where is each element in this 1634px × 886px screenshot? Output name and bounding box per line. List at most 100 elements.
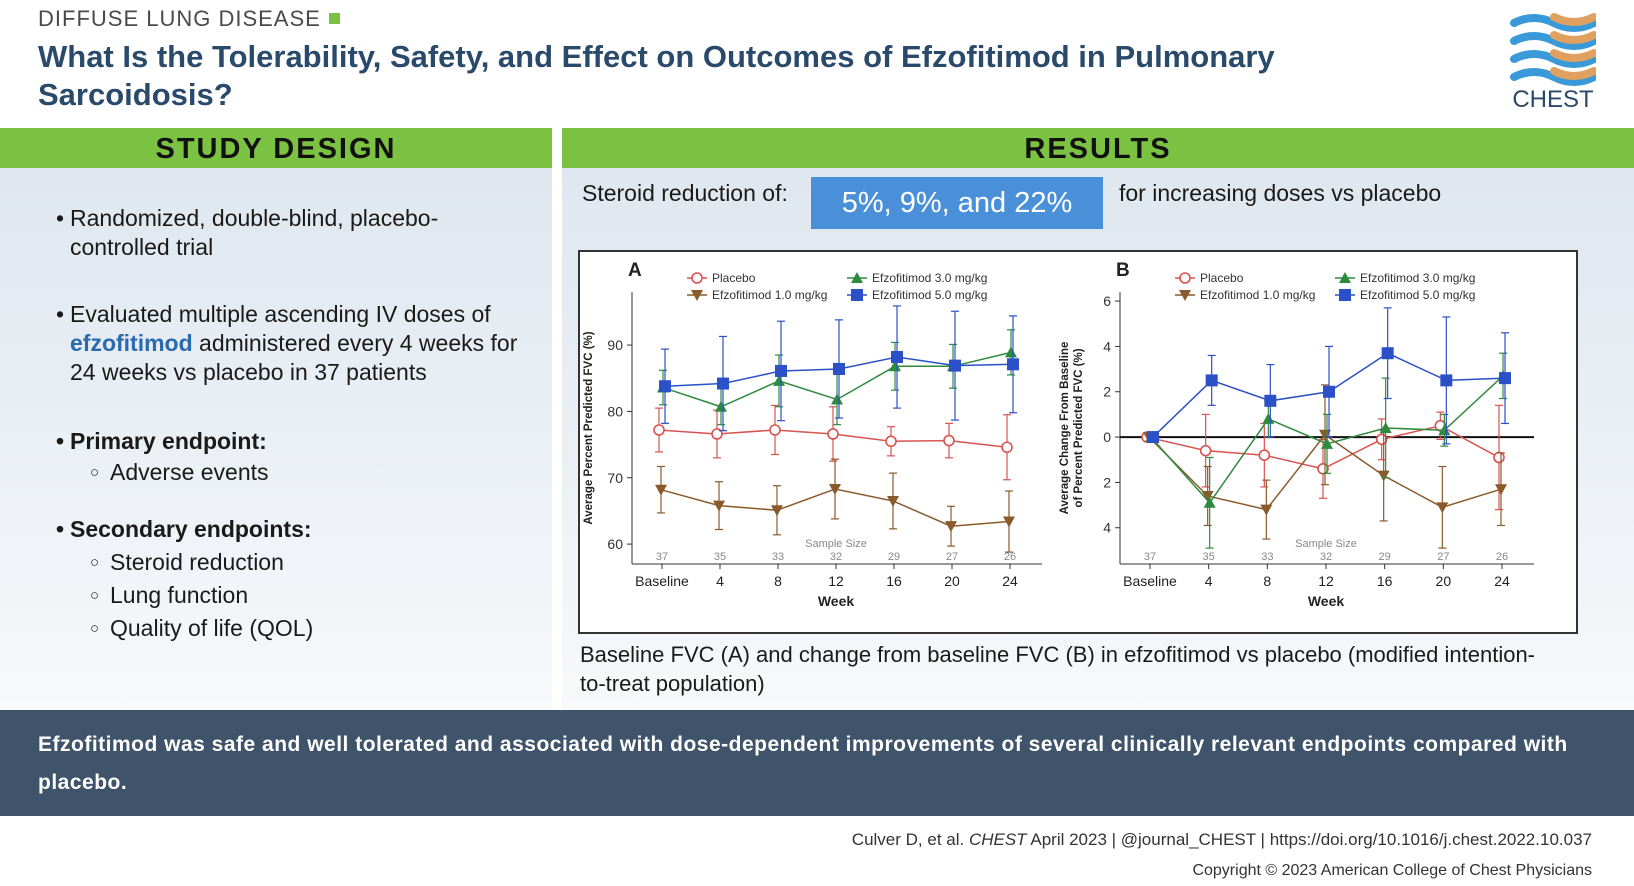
study-design-panel: STUDY DESIGN Randomized, double-blind, p… (0, 128, 552, 710)
sample-size-value: 37 (656, 551, 668, 563)
legend-marker (851, 272, 863, 283)
y-tick-label: 0 (1103, 429, 1111, 445)
y-tick-label: 90 (607, 337, 623, 353)
legend-entry: Efzofitimod 1.0 mg/kg (712, 288, 827, 302)
study-design-heading: STUDY DESIGN (0, 128, 552, 168)
primary-endpoint-label: Primary endpoint: (52, 427, 532, 456)
data-point (831, 393, 843, 405)
sample-size-value: 26 (1496, 551, 1508, 563)
x-tick-label: 12 (1318, 573, 1334, 589)
legend-marker (691, 272, 703, 284)
logo-text: CHEST (1512, 86, 1594, 113)
data-point (945, 521, 957, 533)
data-point (827, 428, 839, 440)
study-design-bullets: Randomized, double-blind, placebo-contro… (52, 204, 532, 645)
data-point (885, 435, 897, 448)
data-point (655, 484, 667, 496)
panel-label: B (1116, 260, 1130, 281)
data-point (1379, 422, 1392, 433)
data-point (1258, 449, 1271, 461)
x-tick-label: 16 (1377, 573, 1393, 589)
data-point (1381, 347, 1394, 360)
data-point (715, 400, 727, 412)
data-point (1001, 441, 1013, 454)
sample-size-label: Sample Size (805, 538, 867, 550)
steroid-reduction-label: Steroid reduction of: (582, 180, 788, 206)
x-tick-label: 24 (1494, 573, 1510, 589)
data-point (949, 359, 961, 372)
legend-marker (1339, 272, 1351, 283)
x-tick-label: 4 (1205, 573, 1213, 589)
data-point (1495, 484, 1507, 496)
x-tick-label: 20 (1436, 573, 1452, 589)
y-axis-label: of Percent Predicted FVC (%) (1073, 348, 1085, 507)
data-point (829, 484, 841, 496)
sample-size-value: 32 (830, 551, 842, 563)
data-point (1436, 502, 1449, 514)
legend-marker (851, 289, 863, 301)
data-point (717, 377, 729, 390)
chart-caption: Baseline FVC (A) and change from baselin… (580, 642, 1536, 696)
x-tick-label: Baseline (635, 573, 689, 589)
x-tick-label: 24 (1002, 573, 1018, 589)
drug-name: efzofitimod (70, 330, 193, 356)
data-point (653, 424, 665, 436)
data-point (1201, 491, 1214, 502)
y-axis-label: Average Percent Predicted FVC (%) (583, 331, 595, 524)
legend-marker (1179, 272, 1191, 284)
y-tick-label: 2 (1103, 474, 1111, 490)
sample-size-value: 35 (1203, 551, 1215, 563)
legend-entry: Efzofitimod 1.0 mg/kg (1200, 288, 1315, 302)
data-point (769, 424, 781, 436)
sample-size-value: 27 (1437, 551, 1449, 563)
y-tick-label: 2 (1103, 384, 1111, 400)
bullet-doses: Evaluated multiple ascending IV doses of… (52, 300, 532, 387)
data-point (1499, 372, 1511, 385)
sample-size-value: 33 (1261, 551, 1273, 563)
legend-marker (691, 290, 703, 301)
legend-marker (1339, 289, 1351, 301)
sample-size-value: 29 (1379, 551, 1391, 563)
topic-label: DIFFUSE LUNG DISEASE (38, 6, 340, 32)
conclusion-banner: Efzofitimod was safe and well tolerated … (0, 710, 1634, 816)
page-title: What Is the Tolerability, Safety, and Ef… (38, 39, 1275, 112)
results-heading: RESULTS (562, 128, 1634, 168)
data-point (773, 374, 785, 386)
legend-entry: Efzofitimod 5.0 mg/kg (1360, 288, 1475, 302)
data-point (1262, 412, 1275, 424)
data-point (1205, 374, 1218, 387)
data-point (889, 360, 901, 372)
copyright: Copyright © 2023 American College of Che… (1192, 862, 1592, 879)
data-point (659, 380, 671, 393)
legend-entry: Placebo (712, 271, 756, 285)
secondary-endpoint-label: Secondary endpoints: (52, 515, 532, 544)
sample-size-value: 29 (888, 551, 900, 563)
data-point (1147, 431, 1159, 444)
chart-panel-a: A 60 70 80 90 Average Percent Predicted FVC (… (583, 260, 1042, 609)
x-tick-label: 20 (944, 573, 960, 589)
sample-size-label: Sample Size (1295, 538, 1357, 550)
x-tick-label: 12 (828, 573, 844, 589)
x-axis-label: Week (818, 593, 855, 609)
data-point (1377, 470, 1390, 482)
data-point (713, 500, 725, 512)
y-tick-label: 4 (1103, 520, 1111, 536)
data-point (1321, 437, 1333, 449)
data-point (1005, 346, 1017, 358)
data-point (1264, 394, 1277, 407)
chest-logo-icon (1510, 13, 1596, 86)
secondary-endpoint-item: Steroid reduction (52, 546, 532, 579)
topic-square-icon (328, 13, 340, 24)
sample-size-value: 37 (1144, 551, 1156, 563)
sample-size-value: 33 (772, 551, 784, 563)
steroid-reduction-values: 5%, 9%, and 22% (811, 177, 1103, 229)
y-tick-label: 60 (607, 536, 623, 552)
x-tick-label: 16 (886, 573, 902, 589)
results-panel: RESULTS Steroid reduction of: 5%, 9%, an… (562, 128, 1634, 710)
legend-entry: Efzofitimod 5.0 mg/kg (872, 288, 987, 302)
data-point (1260, 504, 1273, 516)
data-point (1203, 496, 1216, 508)
sample-size-value: 26 (1004, 551, 1016, 563)
